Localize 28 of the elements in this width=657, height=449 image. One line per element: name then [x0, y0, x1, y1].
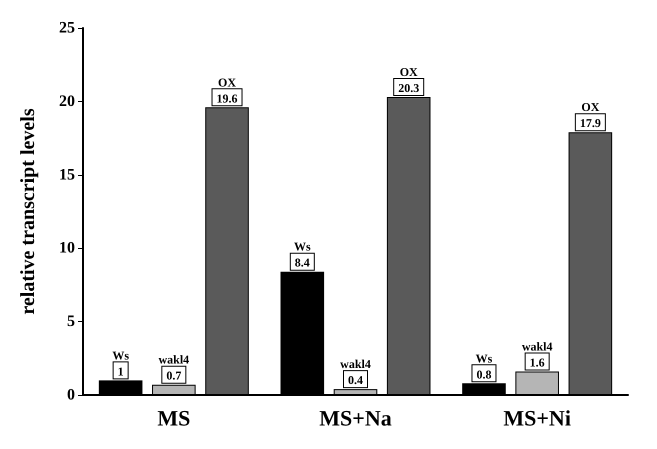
series-label: OX — [581, 100, 600, 114]
y-tick-label: 0 — [67, 386, 75, 404]
text: OX — [218, 75, 236, 90]
data-label: 1.6 — [530, 356, 545, 370]
text: Ws — [294, 240, 311, 254]
x-tick-label: MS — [157, 406, 190, 430]
data-label: 0.8 — [476, 367, 492, 382]
x-tick-label: MS+Ni — [503, 406, 571, 430]
data-label: 1 — [118, 364, 124, 378]
y-axis-title: relative transcript levels — [17, 108, 39, 315]
text: Ws — [476, 351, 492, 366]
text: wakl4 — [340, 357, 371, 372]
text: OX — [400, 64, 418, 79]
data-label: 0.4 — [348, 373, 363, 388]
series-label: wakl4 — [158, 352, 190, 367]
y-tick-label: 5 — [67, 313, 75, 330]
text: wakl4 — [522, 340, 553, 354]
x-tick-label: MS+Na — [319, 406, 392, 430]
y-tick-label: 15 — [59, 166, 75, 184]
data-label: 8.4 — [294, 256, 310, 270]
y-tick-label: 25 — [59, 20, 75, 36]
data-label: 20.3 — [398, 80, 420, 95]
y-tick-label: 20 — [59, 92, 75, 110]
data-label: 17.9 — [580, 116, 601, 130]
data-label: 0.7 — [166, 368, 182, 383]
series-label: Ws — [112, 348, 130, 362]
data-label: 19.6 — [216, 91, 238, 106]
y-tick-label: 10 — [59, 240, 75, 257]
